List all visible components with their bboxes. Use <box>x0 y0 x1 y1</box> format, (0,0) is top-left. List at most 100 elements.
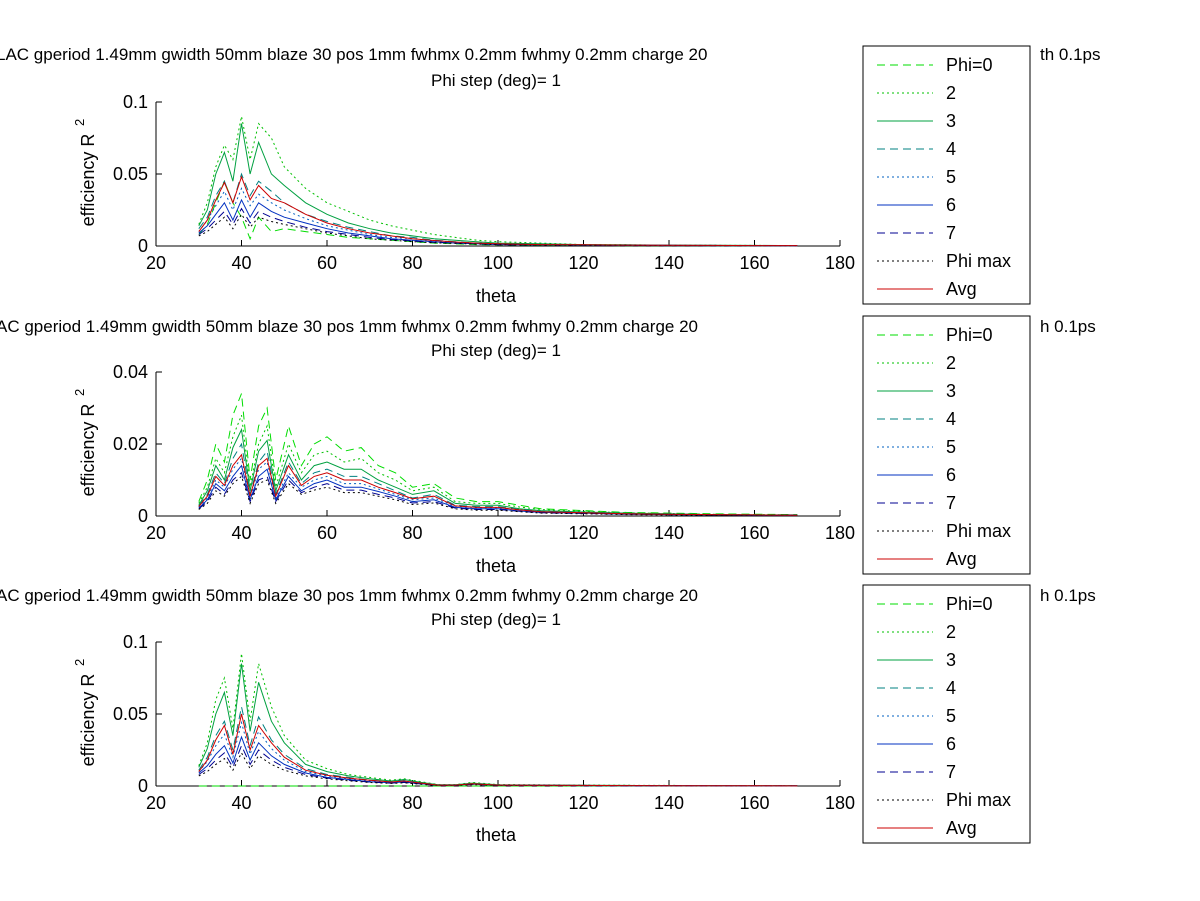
x-tick-label: 20 <box>146 253 166 273</box>
legend-label: 4 <box>946 409 956 429</box>
x-tick-label: 180 <box>825 523 855 543</box>
x-tick-label: 120 <box>568 253 598 273</box>
x-tick-label: 180 <box>825 253 855 273</box>
x-axis-label: theta <box>476 286 517 306</box>
legend-label: Avg <box>946 279 977 299</box>
legend-label: Phi=0 <box>946 325 993 345</box>
y-axis-label-superscript: 2 <box>72 389 87 396</box>
series-line-6 <box>198 735 798 787</box>
y-tick-label: 0.05 <box>113 704 148 724</box>
series-line-2 <box>198 415 798 516</box>
chart-subtitle: Phi step (deg)= 1 <box>431 341 561 360</box>
x-axis-label: theta <box>476 556 517 576</box>
x-tick-label: 140 <box>654 253 684 273</box>
subplot-1: 20 40 60 80 100 120 140 160 180 0 0.05 0.1 theta effi… <box>0 45 1101 306</box>
x-tick-label: 160 <box>739 253 769 273</box>
x-tick-label: 100 <box>483 523 513 543</box>
chart-subtitle: Phi step (deg)= 1 <box>431 71 561 90</box>
legend-box <box>862 45 1031 305</box>
y-tick-label: 0.1 <box>123 92 148 112</box>
x-tick-label: 100 <box>483 793 513 813</box>
series-group <box>198 393 798 516</box>
x-tick-label: 40 <box>231 523 251 543</box>
chart-title: AC gperiod 1.49mm gwidth 50mm blaze 30 p… <box>0 317 698 336</box>
series-line-3 <box>198 663 798 787</box>
chart-title-tail: th 0.1ps <box>1040 45 1101 64</box>
legend-label: 4 <box>946 139 956 159</box>
legend-label: Phi max <box>946 521 1011 541</box>
legend-label: 3 <box>946 650 956 670</box>
legend-label: Avg <box>946 818 977 838</box>
legend: Phi=0 2 3 4 5 6 7 Phi max Avg <box>862 584 1031 844</box>
y-tick-label: 0 <box>138 506 148 526</box>
y-axis-label-superscript: 2 <box>72 119 87 126</box>
series-line-7 <box>198 744 798 787</box>
x-tick-label: 40 <box>231 253 251 273</box>
x-tick-label: 140 <box>654 523 684 543</box>
legend-label: 3 <box>946 111 956 131</box>
legend-label: 7 <box>946 762 956 782</box>
legend-label: 7 <box>946 223 956 243</box>
x-tick-label: 80 <box>402 523 422 543</box>
series-line-5 <box>198 187 798 247</box>
legend-label: 5 <box>946 437 956 457</box>
x-tick-label: 20 <box>146 523 166 543</box>
subplot-2: 20 40 60 80 100 120 140 160 180 0 0.02 0.04 theta eff… <box>0 315 1096 576</box>
y-tick-label: 0.02 <box>113 434 148 454</box>
legend-label: 6 <box>946 465 956 485</box>
x-tick-label: 140 <box>654 793 684 813</box>
legend-label: 2 <box>946 353 956 373</box>
legend-label: 3 <box>946 381 956 401</box>
series-line-8 <box>198 213 798 247</box>
legend-label: Phi max <box>946 790 1011 810</box>
legend-label: Phi=0 <box>946 55 993 75</box>
x-tick-label: 60 <box>317 523 337 543</box>
x-tick-label: 60 <box>317 253 337 273</box>
y-tick-label: 0.04 <box>113 362 148 382</box>
legend-box <box>862 315 1031 575</box>
y-tick-label: 0 <box>138 776 148 796</box>
x-axis-label: theta <box>476 825 517 845</box>
chart-title-tail: h 0.1ps <box>1040 317 1096 336</box>
y-tick-label: 0 <box>138 236 148 256</box>
series-line-4 <box>198 706 798 787</box>
legend-label: Avg <box>946 549 977 569</box>
x-tick-label: 100 <box>483 253 513 273</box>
subplot-3: 20 40 60 80 100 120 140 160 180 0 0.05 0.1 theta effi… <box>0 584 1096 845</box>
series-line-7 <box>198 471 798 516</box>
series-line-9 <box>198 713 798 787</box>
series-line-8 <box>198 751 798 787</box>
y-axis-label-superscript: 2 <box>72 659 87 666</box>
series-line-8 <box>198 475 798 516</box>
legend-box <box>862 584 1031 844</box>
series-line-9 <box>198 175 798 247</box>
series-line-1 <box>198 393 798 516</box>
x-tick-label: 80 <box>402 793 422 813</box>
x-tick-label: 40 <box>231 793 251 813</box>
legend: Phi=0 2 3 4 5 6 7 Phi max Avg <box>862 45 1031 305</box>
chart-title-tail: h 0.1ps <box>1040 586 1096 605</box>
x-tick-label: 20 <box>146 793 166 813</box>
series-line-5 <box>198 720 798 787</box>
chart-title: AC gperiod 1.49mm gwidth 50mm blaze 30 p… <box>0 586 698 605</box>
legend-label: 6 <box>946 734 956 754</box>
legend-label: 5 <box>946 706 956 726</box>
series-line-9 <box>198 453 798 516</box>
y-axis-label: efficiency R <box>78 404 98 497</box>
y-axis-label: efficiency R <box>78 674 98 767</box>
x-tick-label: 120 <box>568 793 598 813</box>
legend-label: 6 <box>946 195 956 215</box>
legend-label: 7 <box>946 493 956 513</box>
series-group <box>198 653 798 787</box>
legend-label: Phi=0 <box>946 594 993 614</box>
x-tick-label: 160 <box>739 523 769 543</box>
x-tick-label: 160 <box>739 793 769 813</box>
series-line-5 <box>198 457 798 516</box>
legend-label: 2 <box>946 83 956 103</box>
chart-title: LAC gperiod 1.49mm gwidth 50mm blaze 30 … <box>0 45 707 64</box>
series-line-3 <box>198 123 798 247</box>
legend: Phi=0 2 3 4 5 6 7 Phi max Avg <box>862 315 1031 575</box>
y-axis-label: efficiency R <box>78 134 98 227</box>
series-line-1 <box>198 179 798 247</box>
chart-subtitle: Phi step (deg)= 1 <box>431 610 561 629</box>
